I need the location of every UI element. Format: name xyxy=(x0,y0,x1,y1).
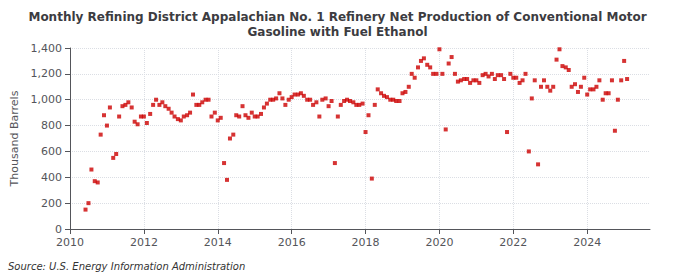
svg-text:2010: 2010 xyxy=(56,236,84,249)
svg-text:1,400: 1,400 xyxy=(31,42,63,55)
svg-text:1,200: 1,200 xyxy=(31,67,63,80)
svg-text:2012: 2012 xyxy=(130,236,158,249)
svg-text:2024: 2024 xyxy=(573,236,601,249)
svg-text:2014: 2014 xyxy=(204,236,232,249)
svg-text:Source: U.S. Energy Informatio: Source: U.S. Energy Information Administ… xyxy=(8,261,245,272)
svg-text:400: 400 xyxy=(41,171,62,184)
svg-text:2018: 2018 xyxy=(352,236,380,249)
svg-text:600: 600 xyxy=(41,145,62,158)
svg-text:2020: 2020 xyxy=(425,236,453,249)
svg-text:Thousand Barrels: Thousand Barrels xyxy=(8,90,21,187)
svg-text:2022: 2022 xyxy=(499,236,527,249)
svg-text:1,000: 1,000 xyxy=(31,93,63,106)
svg-text:800: 800 xyxy=(41,119,62,132)
svg-text:0: 0 xyxy=(55,223,62,236)
svg-text:2016: 2016 xyxy=(278,236,306,249)
svg-text:Gasoline with Fuel Ethanol: Gasoline with Fuel Ethanol xyxy=(247,25,427,39)
svg-text:200: 200 xyxy=(41,197,62,210)
svg-text:Monthly Refining District Appa: Monthly Refining District Appalachian No… xyxy=(28,10,646,24)
